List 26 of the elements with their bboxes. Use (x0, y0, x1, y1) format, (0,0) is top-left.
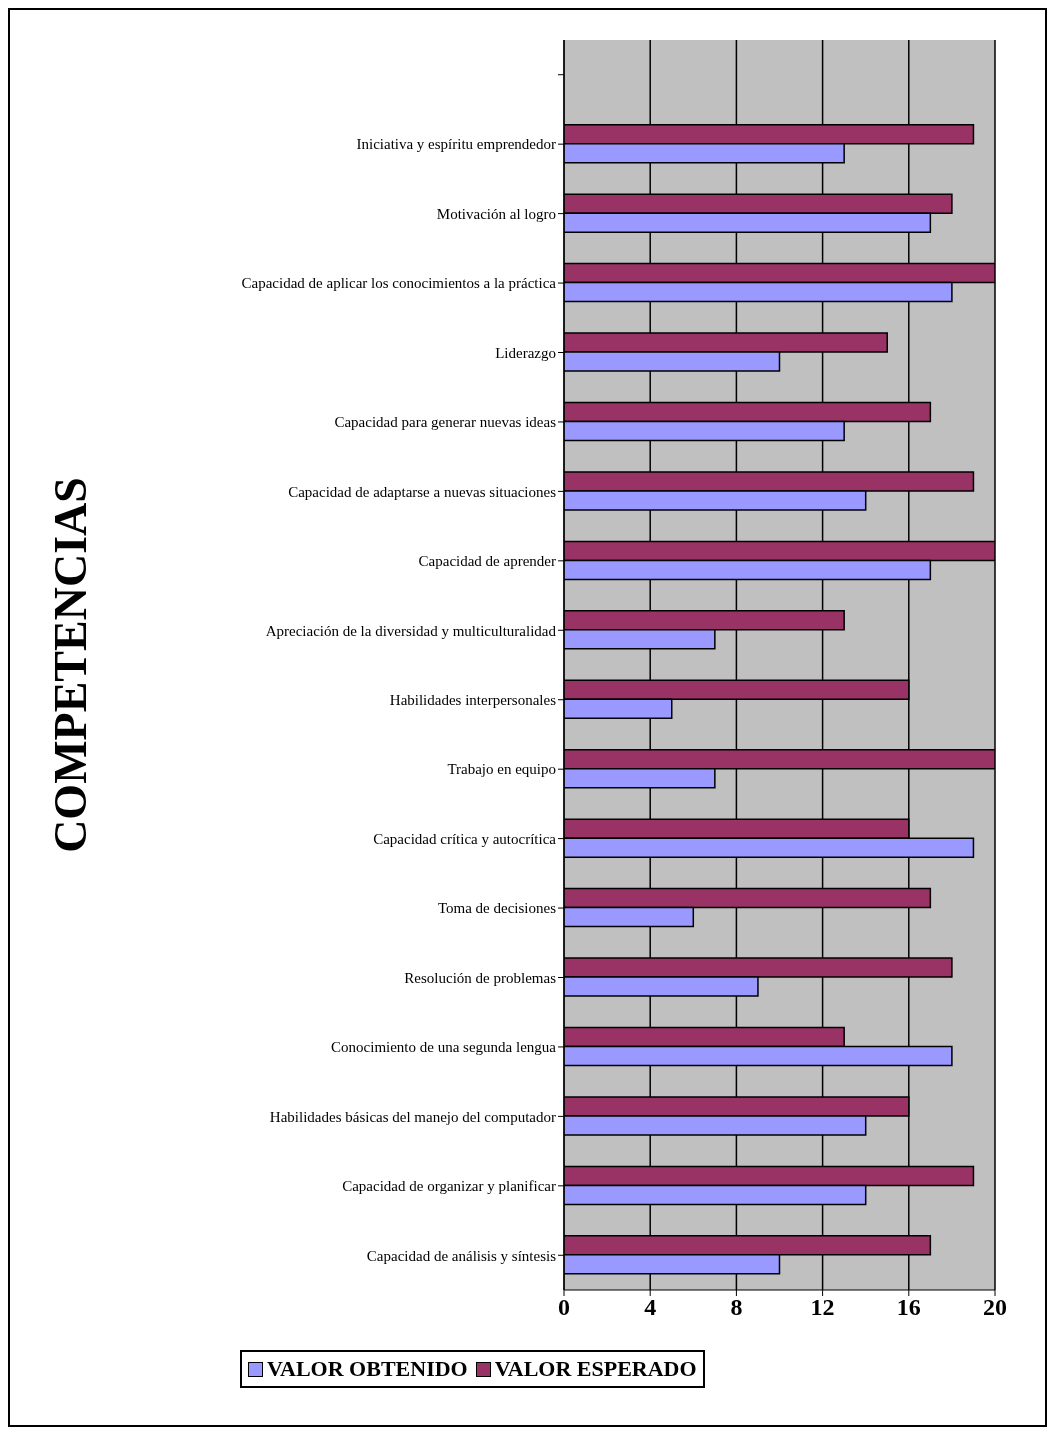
x-tick-label: 0 (558, 1294, 570, 1321)
x-tick-label: 4 (644, 1294, 657, 1321)
x-tick-label: 12 (810, 1294, 835, 1321)
y-tick-label: Apreciación de la diversidad y multiculturalidad (265, 622, 557, 639)
y-tick-label: Capacidad de organizar y planificar (342, 1178, 556, 1195)
y-tick-label: Conocimiento de una segunda lengua (331, 1039, 557, 1056)
y-tick-label: Resolución de problemas (404, 969, 557, 986)
y-tick-label: Habilidades interpersonales (389, 692, 557, 709)
y-tick-label: Habilidades básicas del manejo del computador (269, 1108, 556, 1125)
x-tick-label: 20 (983, 1294, 1007, 1321)
y-tick-label: Capacidad de análisis y síntesis (366, 1247, 557, 1264)
y-tick-label: Toma de decisiones (437, 900, 557, 917)
y-tick-label: Capacidad de adaptarse a nuevas situaciones (288, 483, 557, 500)
y-tick-label: Capacidad crítica y autocrítica (373, 830, 557, 847)
y-tick-label: Capacidad de aplicar los conocimientos a la práctica (241, 275, 557, 292)
y-tick-label: Capacidad para generar nuevas ideas (334, 414, 557, 431)
y-tick-label: Liderazgo (495, 344, 556, 361)
y-tick-label: Capacidad de aprender (418, 553, 556, 570)
y-axis-title: COMPETENCIAS (45, 477, 97, 853)
y-tick-label: Motivación al logro (436, 205, 556, 222)
y-tick-label: Iniciativa y espíritu emprendedor (356, 136, 556, 153)
y-tick-label: Trabajo en equipo (447, 761, 556, 778)
legend-label: VALOR ESPERADO (493, 1356, 697, 1382)
legend-label: VALOR OBTENIDO (266, 1356, 468, 1382)
x-tick-label: 16 (896, 1294, 921, 1321)
x-tick-label: 8 (730, 1294, 743, 1321)
